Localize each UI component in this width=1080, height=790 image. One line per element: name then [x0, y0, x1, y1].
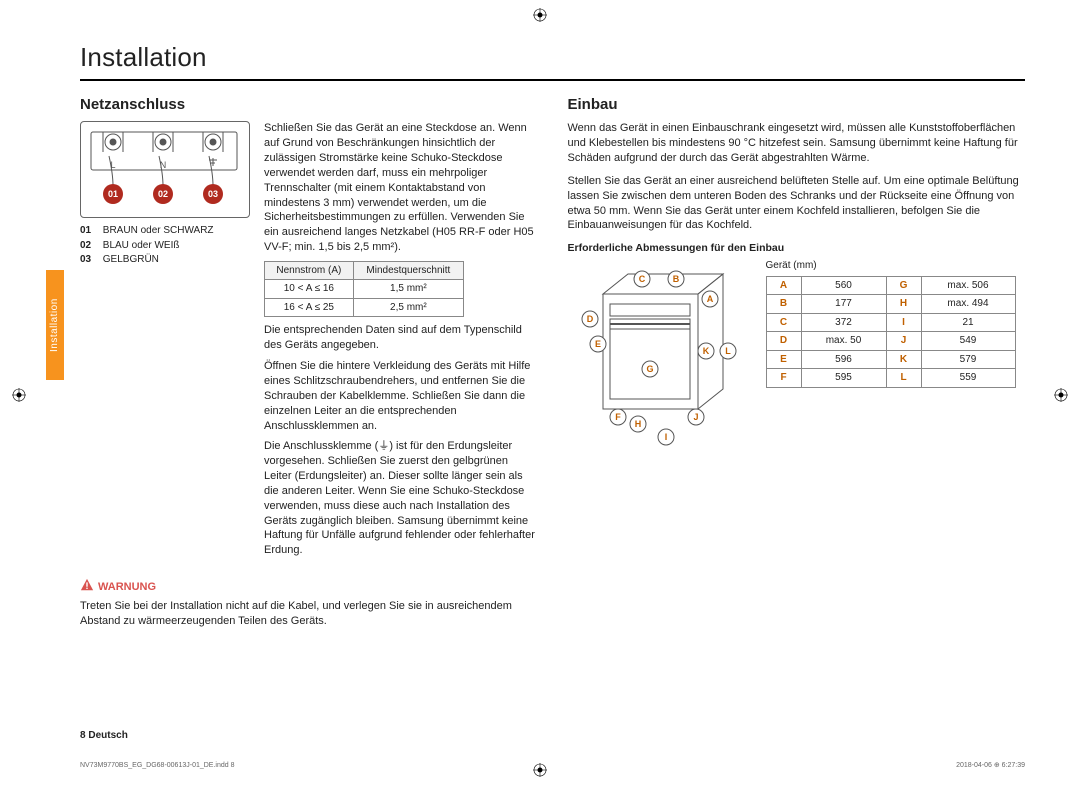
manual-page: Installation Installation Netzanschluss [0, 0, 1080, 790]
dim-L: L [720, 343, 736, 359]
svg-text:C: C [638, 274, 645, 284]
indd-slug: NV73M9770BS_EG_DG68-00613J-01_DE.indd 8 … [80, 761, 1025, 770]
col-einbau: Einbau Wenn das Gerät in einen Einbausch… [568, 95, 1026, 635]
dim-H: H [630, 416, 646, 432]
page-title: Installation [80, 40, 1025, 75]
phase-N: N [160, 160, 167, 170]
dim-D: D [582, 311, 598, 327]
svg-text:I: I [664, 432, 667, 442]
page-footer: 8 Deutsch [80, 729, 128, 743]
para-typenschild: Die entsprechenden Daten sind auf dem Ty… [264, 323, 538, 353]
warning-label: WARNUNG [98, 580, 156, 595]
dim-F: F [610, 409, 626, 425]
dim-J: J [688, 409, 704, 425]
svg-text:01: 01 [108, 189, 118, 199]
phase-L: L [110, 160, 115, 170]
svg-text:A: A [706, 294, 713, 304]
oven-diagram: A B C D E F G H I J K L [568, 259, 748, 454]
svg-text:H: H [634, 419, 641, 429]
side-tab: Installation [46, 270, 64, 380]
dim-K: K [698, 343, 714, 359]
reg-mark-left [12, 388, 26, 407]
para-ground: Die Anschlussklemme (⏚) ist für den Erdu… [264, 439, 538, 558]
dim-caption: Gerät (mm) [766, 259, 1016, 273]
warning-text: Treten Sie bei der Installation nicht au… [80, 599, 538, 629]
reg-mark-top [533, 8, 547, 27]
dim-G: G [642, 361, 658, 377]
dim-table: A560Gmax. 506 B177Hmax. 494 C372I21 Dmax… [766, 276, 1016, 388]
svg-text:L: L [725, 346, 731, 356]
dim-C: C [634, 271, 650, 287]
heading-netzanschluss: Netzanschluss [80, 95, 538, 115]
warning-block: WARNUNG Treten Sie bei der Installation … [80, 578, 538, 629]
dim-I: I [658, 429, 674, 445]
svg-text:B: B [672, 274, 679, 284]
svg-text:02: 02 [158, 189, 168, 199]
dim-A: A [702, 291, 718, 307]
svg-text:F: F [615, 412, 621, 422]
dim-E: E [590, 336, 606, 352]
einbau-p2: Stellen Sie das Gerät an einer ausreiche… [568, 174, 1026, 233]
svg-text:D: D [586, 314, 593, 324]
svg-text:03: 03 [208, 189, 218, 199]
svg-text:K: K [702, 346, 709, 356]
title-rule [80, 79, 1025, 81]
terminal-diagram: L N 01 02 03 [80, 121, 250, 564]
svg-text:E: E [594, 339, 600, 349]
einbau-p1: Wenn das Gerät in einen Einbauschrank ei… [568, 121, 1026, 166]
svg-text:J: J [693, 412, 698, 422]
heading-einbau: Einbau [568, 95, 1026, 115]
content-columns: Netzanschluss [80, 95, 1025, 635]
col-netzanschluss: Netzanschluss [80, 95, 538, 635]
reg-mark-right [1054, 388, 1068, 407]
einbau-subhead: Erforderliche Abmessungen für den Einbau [568, 241, 1026, 255]
warning-icon [80, 578, 94, 597]
svg-text:G: G [646, 364, 653, 374]
dim-B: B [668, 271, 684, 287]
wire-table: Nennstrom (A)Mindestquerschnitt 10 < A ≤… [264, 261, 464, 318]
para-open: Öffnen Sie die hintere Verkleidung des G… [264, 359, 538, 433]
para-connect: Schließen Sie das Gerät an eine Steckdos… [264, 121, 538, 255]
wire-legend: 01 BRAUN oder SCHWARZ 02 BLAU oder WEIß … [80, 224, 250, 267]
